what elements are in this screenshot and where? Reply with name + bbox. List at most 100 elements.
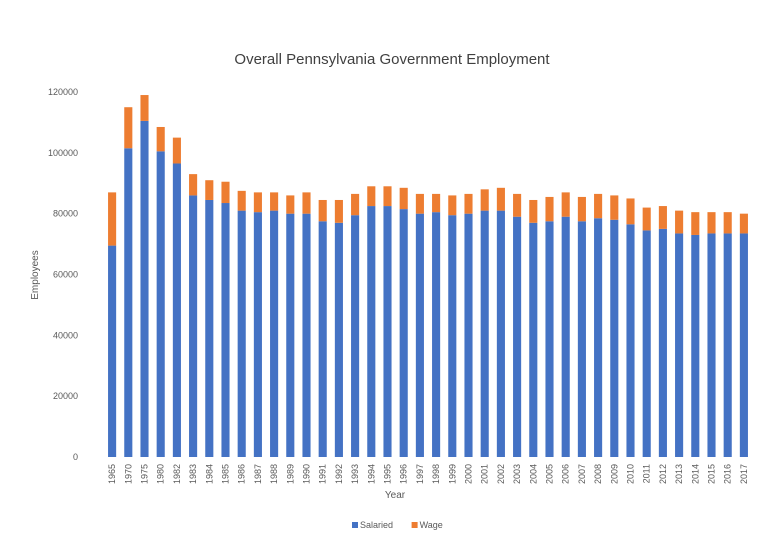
bar-segment-wage <box>545 196 554 222</box>
x-tick-label: 1990 <box>302 464 312 484</box>
bar-segment-wage <box>205 180 214 200</box>
bar-segment-wage <box>723 212 732 234</box>
bar-segment-wage <box>464 193 473 214</box>
x-tick-label: 2010 <box>626 464 636 484</box>
x-tick-label: 2013 <box>674 464 684 484</box>
legend-label-salaried: Salaried <box>360 520 393 530</box>
bar-segment-salaried <box>642 230 651 457</box>
bars-group <box>108 95 748 458</box>
bar-segment-salaried <box>513 216 522 457</box>
bar-segment-wage <box>561 192 570 217</box>
bar-segment-wage <box>513 193 522 217</box>
bar-segment-wage <box>189 174 198 196</box>
bar-segment-salaried <box>675 233 684 457</box>
y-tick-label: 80000 <box>53 209 78 219</box>
bar-segment-wage <box>610 195 619 220</box>
legend-label-wage: Wage <box>420 520 443 530</box>
x-tick-label: 1996 <box>399 464 409 484</box>
bar-segment-salaried <box>448 215 457 457</box>
x-tick-label: 2002 <box>496 464 506 484</box>
x-tick-label: 1986 <box>237 464 247 484</box>
bar-segment-salaried <box>108 245 117 457</box>
bar-segment-salaried <box>594 218 603 457</box>
bar-segment-wage <box>124 107 133 149</box>
bar-segment-salaried <box>124 148 133 458</box>
x-tick-label: 2011 <box>642 464 652 483</box>
x-tick-label: 2014 <box>690 464 700 484</box>
x-tick-label: 2008 <box>593 464 603 484</box>
bar-segment-wage <box>739 213 748 234</box>
bar-segment-salaried <box>156 151 165 457</box>
x-tick-label: 1998 <box>431 464 441 484</box>
bar-segment-salaried <box>545 221 554 457</box>
bar-segment-salaried <box>723 233 732 457</box>
x-tick-label: 1980 <box>156 464 166 484</box>
y-tick-label: 60000 <box>53 270 78 280</box>
bar-segment-wage <box>432 193 441 213</box>
x-tick-label: 2000 <box>464 464 474 484</box>
bar-segment-wage <box>577 196 586 222</box>
bar-segment-salaried <box>529 222 538 457</box>
bar-segment-salaried <box>318 221 327 457</box>
legend-swatch-salaried <box>352 522 358 528</box>
x-tick-label: 1982 <box>172 464 182 484</box>
bar-segment-salaried <box>707 233 716 457</box>
x-tick-label: 1995 <box>383 464 393 484</box>
bar-segment-wage <box>172 137 181 164</box>
bar-segment-salaried <box>415 213 424 457</box>
bar-segment-salaried <box>496 210 505 457</box>
x-tick-label: 2001 <box>480 464 490 484</box>
y-tick-label: 100000 <box>48 148 78 158</box>
bar-segment-wage <box>286 195 295 214</box>
bar-segment-salaried <box>626 224 635 457</box>
x-tick-label: 2015 <box>707 464 717 484</box>
bar-segment-wage <box>221 181 230 204</box>
bar-segment-salaried <box>399 209 408 457</box>
x-tick-label: 1997 <box>415 464 425 484</box>
bar-segment-wage <box>270 192 279 211</box>
bar-segment-salaried <box>221 203 230 457</box>
y-tick-label: 40000 <box>53 330 78 340</box>
bar-segment-salaried <box>334 222 343 457</box>
bar-segment-wage <box>367 186 376 207</box>
x-tick-label: 2004 <box>528 464 538 484</box>
bar-segment-wage <box>448 195 457 216</box>
legend-swatch-wage <box>411 522 418 528</box>
x-tick-label: 1988 <box>269 464 279 484</box>
x-tick-label: 1970 <box>123 464 133 484</box>
x-tick-label: 2007 <box>577 464 587 484</box>
x-tick-label: 1999 <box>447 464 457 484</box>
y-tick-label: 120000 <box>48 87 78 97</box>
bar-segment-wage <box>707 212 716 234</box>
x-axis-ticks: 1965 1970 1975 1980 1982 1983 1984 1985 1986 1987… <box>107 464 749 484</box>
bar-segment-wage <box>156 126 165 152</box>
y-tick-label: 0 <box>73 452 78 462</box>
bar-segment-salaried <box>691 234 700 457</box>
x-tick-label: 2005 <box>545 464 555 484</box>
bar-segment-wage <box>626 198 635 225</box>
x-tick-label: 2012 <box>658 464 668 484</box>
bar-segment-wage <box>253 192 262 213</box>
bar-segment-salaried <box>172 163 181 457</box>
x-axis-label: Year <box>385 490 406 501</box>
bar-segment-wage <box>140 95 149 121</box>
bar-segment-wage <box>383 186 392 207</box>
x-tick-label: 2006 <box>561 464 571 484</box>
bar-segment-salaried <box>351 215 360 457</box>
x-tick-label: 1989 <box>285 464 295 484</box>
bar-segment-wage <box>302 192 311 214</box>
bar-segment-salaried <box>383 206 392 457</box>
bar-segment-salaried <box>577 221 586 457</box>
x-tick-label: 1975 <box>140 464 150 484</box>
bar-segment-wage <box>496 187 505 211</box>
bar-segment-salaried <box>432 212 441 457</box>
bar-segment-salaried <box>140 120 149 457</box>
x-tick-label: 2003 <box>512 464 522 484</box>
chart-title: Overall Pennsylvania Government Employme… <box>234 51 550 68</box>
bar-segment-salaried <box>610 219 619 457</box>
x-tick-label: 2017 <box>739 464 749 484</box>
bar-segment-salaried <box>270 210 279 457</box>
bar-segment-salaried <box>205 199 214 457</box>
